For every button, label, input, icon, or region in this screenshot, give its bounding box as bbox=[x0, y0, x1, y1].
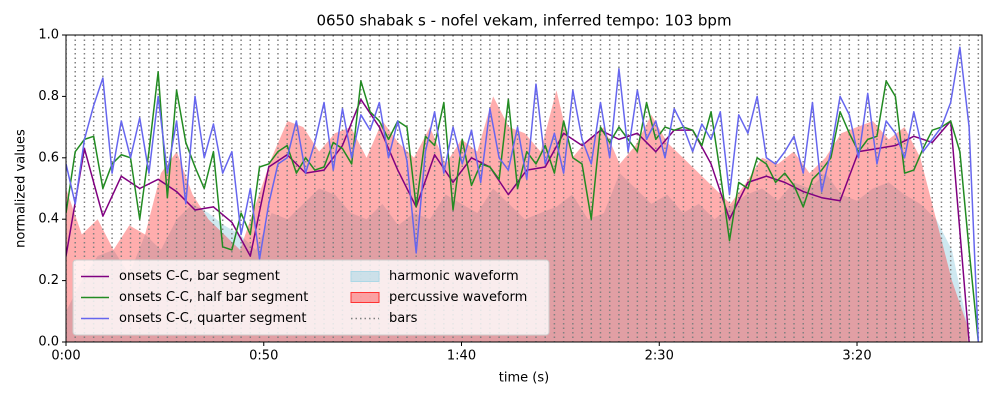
y-tick-label: 0.2 bbox=[38, 273, 59, 288]
legend-label: onsets C-C, quarter segment bbox=[119, 311, 306, 326]
legend: onsets C-C, bar segment onsets C-C, half … bbox=[72, 259, 550, 336]
legend-label: bars bbox=[389, 311, 418, 326]
y-tick-label: 1.0 bbox=[38, 28, 59, 43]
legend-swatch bbox=[350, 292, 380, 303]
axes-frame bbox=[65, 34, 983, 343]
legend-swatch bbox=[350, 271, 380, 282]
x-tick-label: 3:20 bbox=[842, 349, 871, 364]
y-tick-label: 0.6 bbox=[38, 150, 59, 165]
legend-box bbox=[72, 259, 550, 336]
x-tick-label: 2:30 bbox=[645, 349, 674, 364]
x-tick-label: 1:40 bbox=[447, 349, 476, 364]
legend-label: onsets C-C, half bar segment bbox=[119, 290, 308, 305]
onset-line bbox=[66, 71, 980, 342]
legend-label: onsets C-C, bar segment bbox=[119, 269, 280, 284]
x-axis-label: time (s) bbox=[499, 371, 549, 386]
legend-label: percussive waveform bbox=[389, 290, 527, 305]
y-tick-label: 0.4 bbox=[38, 212, 59, 227]
legend-label: harmonic waveform bbox=[389, 269, 519, 284]
x-tick-label: 0:00 bbox=[51, 349, 80, 364]
x-tick-label: 0:50 bbox=[249, 349, 278, 364]
chart-title: 0650 shabak s - nofel vekam, inferred te… bbox=[316, 12, 731, 30]
y-axis-label: normalized values bbox=[14, 129, 29, 248]
axes: 0:00 0:50 1:40 2:30 3:20 0.0 0.2 0.4 0.6 0.8 1.0 bbox=[38, 28, 871, 364]
onset-line bbox=[66, 46, 980, 342]
y-tick-label: 0.8 bbox=[38, 89, 59, 104]
y-tick-label: 0.0 bbox=[38, 335, 59, 350]
